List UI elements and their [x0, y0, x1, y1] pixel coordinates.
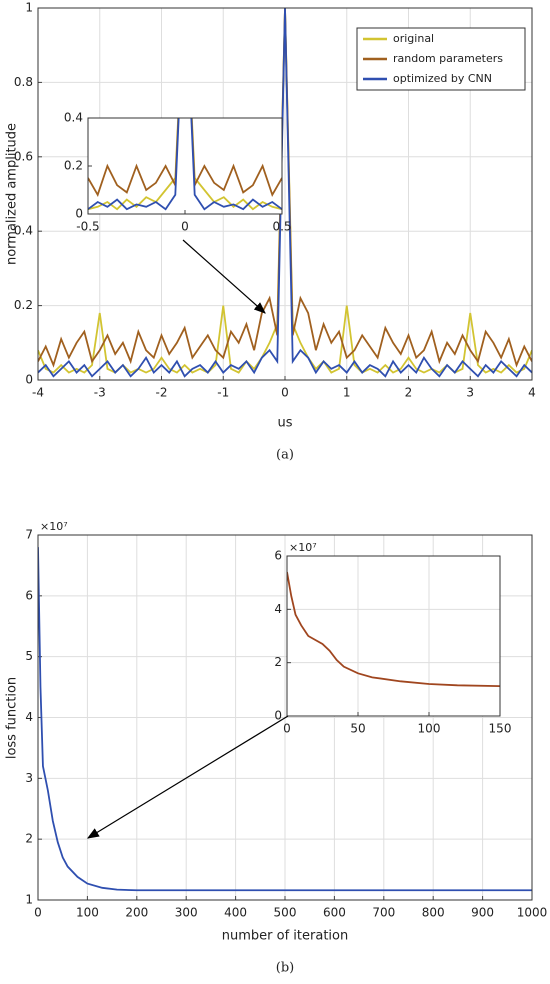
- x-tick-label: 200: [125, 906, 148, 920]
- caption: (a): [276, 448, 294, 463]
- x-tick-label: 0: [34, 906, 42, 920]
- x-tick-label: 100: [76, 906, 99, 920]
- series-line: [88, 118, 282, 211]
- inset-background: [88, 118, 282, 214]
- series-line: [287, 571, 500, 688]
- x-tick-label: -3: [94, 386, 106, 400]
- x-tick-label: -1: [217, 386, 229, 400]
- x-tick-label: 0: [283, 722, 291, 736]
- axes-box: [37, 7, 533, 381]
- y-tick-label: 1: [25, 893, 33, 907]
- x-tick-label: 4: [528, 386, 536, 400]
- axes-box: [286, 555, 501, 717]
- y-exponent: ×10⁷: [289, 541, 317, 554]
- y-tick-label: 7: [25, 528, 33, 542]
- y-tick-label: 0.8: [14, 75, 33, 89]
- x-tick-label: 800: [422, 906, 445, 920]
- caption: (b): [276, 961, 294, 976]
- axes-box: [37, 534, 533, 901]
- y-tick-label: 2: [25, 832, 33, 846]
- x-axis-label: us: [277, 416, 292, 431]
- x-axis-label: number of iteration: [222, 929, 348, 944]
- y-tick-label: 6: [274, 549, 282, 563]
- y-axis-label: loss function: [5, 677, 20, 759]
- x-tick-label: -0.5: [76, 220, 99, 234]
- x-tick-label: 2: [405, 386, 413, 400]
- inset-background: [287, 556, 500, 716]
- series-line: [38, 547, 532, 892]
- series-line: [88, 118, 282, 211]
- y-tick-label: 0.4: [64, 111, 83, 125]
- y-tick-label: 0: [274, 709, 282, 723]
- legend-label: original: [393, 32, 434, 45]
- y-tick-label: 1: [25, 1, 33, 15]
- y-tick-label: 0.6: [14, 149, 33, 163]
- y-tick-label: 0.2: [64, 159, 83, 173]
- x-tick-label: 50: [350, 722, 365, 736]
- x-tick-label: -2: [156, 386, 168, 400]
- y-exponent: ×10⁷: [40, 520, 68, 533]
- x-tick-label: 0: [181, 220, 189, 234]
- x-tick-label: 0: [281, 386, 289, 400]
- y-tick-label: 6: [25, 588, 33, 602]
- x-tick-label: 400: [224, 906, 247, 920]
- x-tick-label: 100: [418, 722, 441, 736]
- x-tick-label: 0.5: [272, 220, 291, 234]
- y-tick-label: 4: [274, 602, 282, 616]
- arrow: [182, 239, 266, 314]
- x-tick-label: 1: [343, 386, 351, 400]
- y-tick-label: 0: [75, 207, 83, 221]
- y-tick-label: 2: [274, 655, 282, 669]
- x-tick-label: -4: [32, 386, 44, 400]
- axes-box: [87, 117, 283, 215]
- legend-label: random parameters: [393, 52, 503, 65]
- y-tick-label: 0: [25, 373, 33, 387]
- series-line: [88, 118, 282, 197]
- y-tick-label: 0.2: [14, 298, 33, 312]
- legend-label: optimized by CNN: [393, 72, 492, 85]
- x-tick-label: 900: [471, 906, 494, 920]
- x-tick-label: 1000: [517, 906, 548, 920]
- y-tick-label: 0.4: [14, 224, 33, 238]
- x-tick-label: 150: [489, 722, 512, 736]
- y-axis-label: normalized amplitude: [5, 123, 20, 265]
- arrow: [86, 715, 289, 839]
- x-tick-label: 600: [323, 906, 346, 920]
- x-tick-label: 500: [274, 906, 297, 920]
- series-line: [38, 8, 532, 378]
- x-tick-label: 3: [466, 386, 474, 400]
- y-tick-label: 3: [25, 771, 33, 785]
- x-tick-label: 700: [372, 906, 395, 920]
- y-tick-label: 5: [25, 649, 33, 663]
- series-line: [38, 8, 532, 368]
- y-tick-label: 4: [25, 710, 33, 724]
- x-tick-label: 300: [175, 906, 198, 920]
